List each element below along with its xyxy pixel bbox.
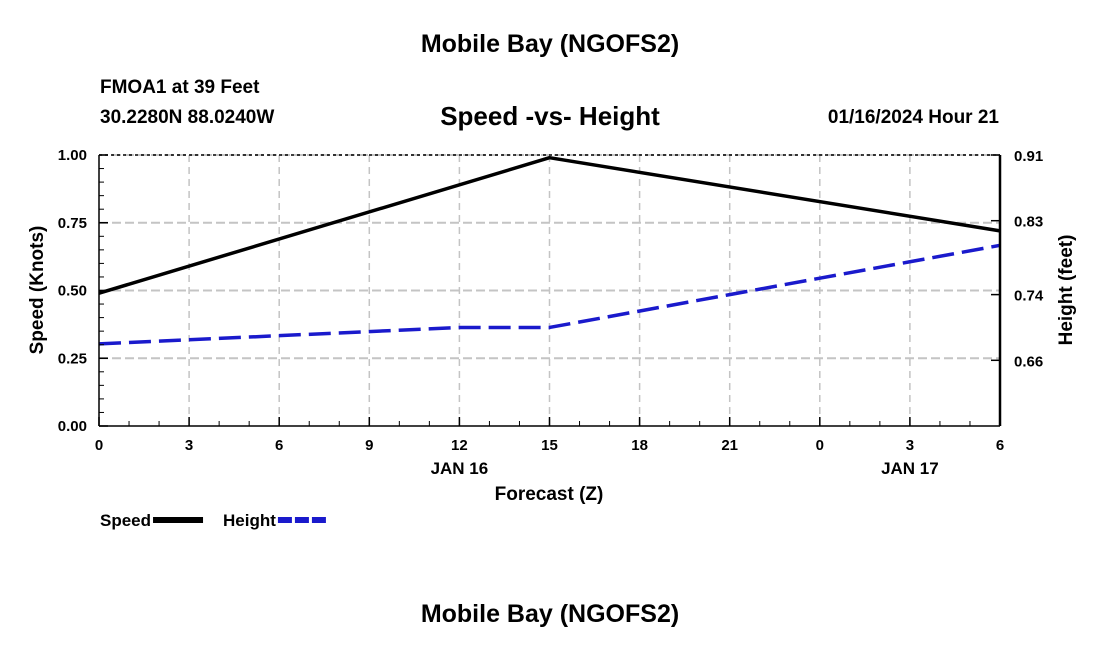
y-tick-label: 0.50 xyxy=(58,283,87,300)
axes xyxy=(98,154,1002,427)
legend-label-speed: Speed xyxy=(100,511,151,530)
x-tick-label: 9 xyxy=(365,437,373,454)
forecast-timestamp: 01/16/2024 Hour 21 xyxy=(827,107,999,128)
y-axis-label-left: Speed (Knots) xyxy=(27,226,48,355)
grid xyxy=(99,154,1000,426)
series-line-speed xyxy=(98,155,1001,295)
y2-tick-label: 0.66 xyxy=(1014,353,1043,370)
x-tick-label: 3 xyxy=(906,437,914,454)
series-lines xyxy=(98,155,1001,346)
legend-label-height: Height xyxy=(223,511,276,530)
station-coordinates: 30.2280N 88.0240W xyxy=(100,107,275,128)
x-tick-label: 6 xyxy=(996,437,1004,454)
legend: Speed Height xyxy=(100,511,328,530)
x-tick-label: 15 xyxy=(541,437,558,454)
page-title: Mobile Bay (NGOFS2) xyxy=(420,30,680,58)
series-line-height xyxy=(98,243,1001,346)
y2-tick-label: 0.91 xyxy=(1014,148,1043,165)
x-axis-label: Forecast (Z) xyxy=(495,484,604,505)
x-tick-label: 21 xyxy=(721,437,738,454)
x-date-label: JAN 16 xyxy=(431,459,489,478)
y-tick-label: 0.75 xyxy=(58,215,87,232)
chart-title: Speed -vs- Height xyxy=(440,101,660,131)
x-tick-label: 12 xyxy=(451,437,468,454)
x-tick-label: 18 xyxy=(631,437,648,454)
y-tick-label: 0.00 xyxy=(58,418,87,435)
y2-tick-label: 0.83 xyxy=(1014,214,1043,231)
y-tick-label: 0.25 xyxy=(58,350,87,367)
x-tick-label: 3 xyxy=(185,437,193,454)
y-axis-label-right: Height (feet) xyxy=(1056,235,1077,346)
x-tick-label: 6 xyxy=(275,437,283,454)
x-date-label: JAN 17 xyxy=(881,459,939,478)
y-tick-label: 1.00 xyxy=(58,147,87,164)
x-tick-label: 0 xyxy=(816,437,824,454)
x-tick-label: 0 xyxy=(95,437,103,454)
tick-labels: 0 3 6 9 12 15 18 21 0 3 6 JAN 16 JAN 17 0.00 0.25 0.50 0… xyxy=(58,147,1044,478)
footer-title: Mobile Bay (NGOFS2) xyxy=(420,600,680,628)
speed-height-chart: 0 3 6 9 12 15 18 21 0 3 6 JAN 16 JAN 17 0.00 0.25 0.50 0… xyxy=(27,147,1077,530)
station-label: FMOA1 at 39 Feet xyxy=(100,77,260,98)
y2-tick-label: 0.74 xyxy=(1014,288,1044,305)
